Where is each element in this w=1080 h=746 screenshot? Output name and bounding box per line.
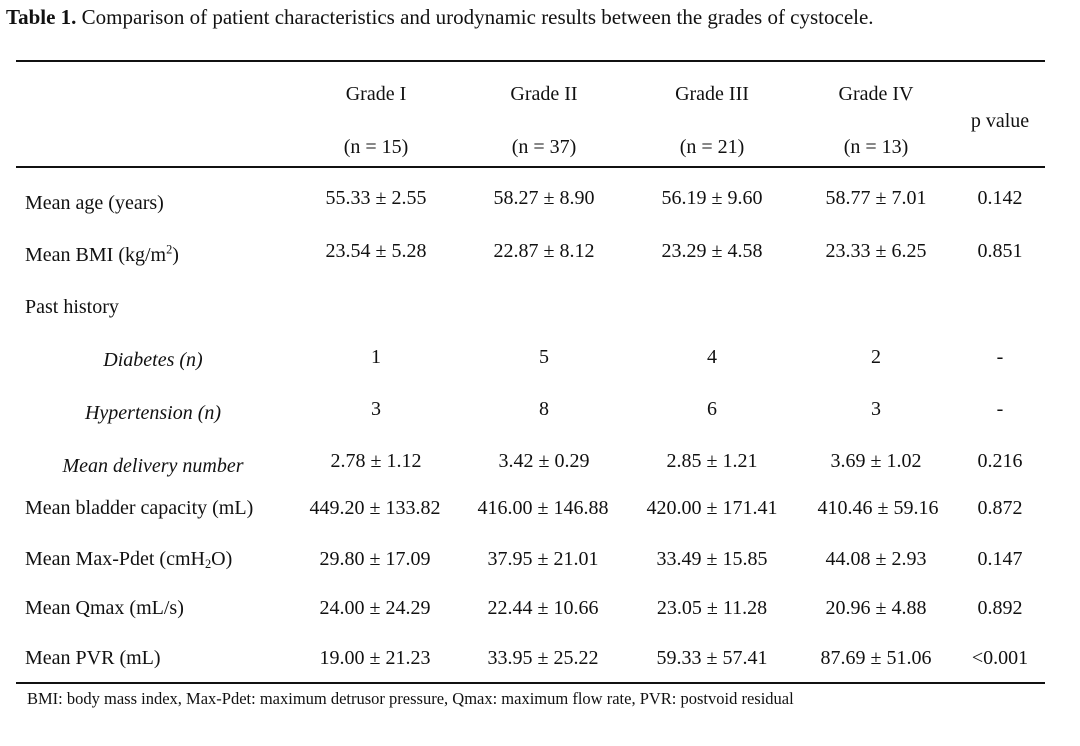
- cell-value: 420.00 ± 171.41: [646, 497, 778, 519]
- cell-value: 24.00 ± 24.29: [319, 597, 431, 619]
- cell-value: 410.46 ± 59.16: [817, 497, 939, 519]
- row-label: Mean bladder capacity (mL): [25, 497, 254, 519]
- cell-value: 20.96 ± 4.88: [825, 597, 927, 619]
- cell-value: 5: [539, 346, 549, 368]
- row-label: Mean delivery number: [62, 455, 244, 477]
- col-header-n-3: (n = 21): [679, 136, 745, 158]
- cell-value: 19.00 ± 21.23: [319, 647, 431, 669]
- bottom-rule: [16, 682, 1045, 684]
- cell-value: 6: [707, 398, 717, 420]
- cell-value: 58.27 ± 8.90: [493, 187, 595, 209]
- caption-label: Table 1.: [6, 5, 77, 29]
- caption-text: Comparison of patient characteristics an…: [76, 5, 874, 29]
- cell-value: 4: [707, 346, 717, 368]
- cell-pvalue: 0.147: [977, 548, 1023, 570]
- cell-value: 44.08 ± 2.93: [825, 548, 927, 570]
- row-label: Mean age (years): [25, 192, 164, 214]
- table-footnote: BMI: body mass index, Max-Pdet: maximum …: [27, 689, 794, 708]
- row-label: Mean Qmax (mL/s): [25, 597, 184, 619]
- cell-value: 2.85 ± 1.21: [666, 450, 758, 472]
- col-header-grade-2: Grade II: [510, 83, 578, 105]
- row-label: Mean Max-Pdet (cmH2O): [25, 548, 233, 572]
- cell-value: 29.80 ± 17.09: [319, 548, 431, 570]
- cell-value: 3.42 ± 0.29: [498, 450, 590, 472]
- col-header-grade-4: Grade IV: [838, 83, 914, 105]
- col-header-n-1: (n = 15): [343, 136, 409, 158]
- cell-pvalue: 0.851: [977, 240, 1023, 262]
- cell-value: 59.33 ± 57.41: [656, 647, 768, 669]
- cell-value: 3: [371, 398, 381, 420]
- cell-value: 37.95 ± 21.01: [487, 548, 599, 570]
- cell-value: 8: [539, 398, 549, 420]
- col-header-n-2: (n = 37): [511, 136, 577, 158]
- col-header-grade-1: Grade I: [345, 83, 407, 105]
- row-label: Past history: [25, 296, 119, 318]
- table-caption: Table 1. Comparison of patient character…: [6, 5, 874, 30]
- header-rule: [16, 166, 1045, 168]
- top-rule: [16, 60, 1045, 62]
- cell-value: 2: [871, 346, 881, 368]
- cell-value: 3: [871, 398, 881, 420]
- cell-value: 58.77 ± 7.01: [825, 187, 927, 209]
- cell-pvalue: 0.872: [977, 497, 1023, 519]
- cell-value: 23.54 ± 5.28: [325, 240, 427, 262]
- cell-value: 55.33 ± 2.55: [325, 187, 427, 209]
- cell-value: 449.20 ± 133.82: [309, 497, 441, 519]
- cell-value: 33.95 ± 25.22: [487, 647, 599, 669]
- cell-pvalue: -: [996, 398, 1004, 420]
- cell-value: 23.33 ± 6.25: [825, 240, 927, 262]
- row-label: Hypertension (n): [84, 402, 222, 424]
- cell-value: 416.00 ± 146.88: [477, 497, 609, 519]
- row-label: Mean BMI (kg/m2): [25, 242, 179, 266]
- cell-value: 22.87 ± 8.12: [493, 240, 595, 262]
- cell-value: 56.19 ± 9.60: [661, 187, 763, 209]
- cell-pvalue: 0.142: [977, 187, 1023, 209]
- cell-value: 23.29 ± 4.58: [661, 240, 763, 262]
- col-header-grade-3: Grade III: [675, 83, 749, 105]
- cell-value: 1: [371, 346, 381, 368]
- col-header-pvalue: p value: [970, 110, 1030, 132]
- row-label: Mean PVR (mL): [25, 647, 161, 669]
- cell-pvalue: 0.892: [977, 597, 1023, 619]
- cell-pvalue: <0.001: [971, 647, 1029, 669]
- cell-pvalue: 0.216: [977, 450, 1023, 472]
- cell-value: 2.78 ± 1.12: [330, 450, 422, 472]
- cell-pvalue: -: [996, 346, 1004, 368]
- cell-value: 23.05 ± 11.28: [656, 597, 768, 619]
- row-label: Diabetes (n): [103, 349, 203, 371]
- cell-value: 33.49 ± 15.85: [656, 548, 768, 570]
- cell-value: 3.69 ± 1.02: [830, 450, 922, 472]
- col-header-n-4: (n = 13): [843, 136, 909, 158]
- cell-value: 22.44 ± 10.66: [487, 597, 599, 619]
- cell-value: 87.69 ± 51.06: [820, 647, 932, 669]
